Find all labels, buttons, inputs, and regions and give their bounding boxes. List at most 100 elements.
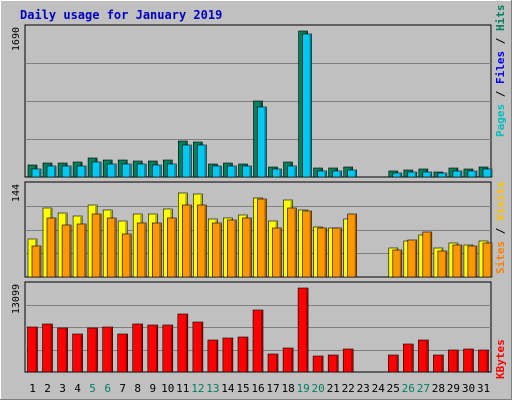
bar-shade-files-day-19: [309, 35, 312, 177]
legend-item-visits: Visits: [494, 181, 507, 221]
bar-shade-kbytes-day-27: [426, 341, 428, 372]
bar-shade-kbytes-day-20: [321, 357, 323, 372]
legend-item-kbytes: KBytes: [494, 339, 507, 379]
bar-shade-kbytes-day-11: [185, 315, 188, 372]
bar-files-day-11: [182, 144, 192, 178]
bar-kbytes-day-2: [42, 323, 53, 373]
bar-sites-day-14: [227, 219, 237, 278]
bar-sites-day-30: [467, 245, 478, 278]
bar-sites-day-13: [212, 222, 222, 278]
x-tick-label-21: 21: [327, 382, 340, 395]
bar-kbytes-day-12: [192, 321, 204, 373]
x-tick-label-6: 6: [104, 382, 111, 395]
bar-shade-files-day-13: [219, 167, 221, 177]
bar-shade-sites-day-12: [204, 206, 206, 277]
bar-shade-sites-day-11: [189, 206, 191, 277]
bar-sites-day-16: [257, 198, 267, 278]
bar-shade-sites-day-17: [279, 229, 281, 277]
x-tick-label-14: 14: [221, 382, 235, 395]
bar-sites-day-25: [392, 249, 403, 278]
panel-top: 1690: [11, 24, 493, 178]
bar-files-day-26: [407, 171, 418, 178]
x-tick-label-10: 10: [161, 382, 174, 395]
bar-files-day-27: [422, 171, 433, 178]
bar-kbytes-day-6: [102, 326, 113, 373]
bar-kbytes-day-31: [478, 349, 489, 373]
bar-shade-kbytes-day-5: [95, 329, 98, 372]
bar-shade-kbytes-day-2: [50, 325, 52, 372]
bar-shade-kbytes-day-15: [246, 338, 248, 372]
x-tick-label-16: 16: [251, 382, 264, 395]
x-tick-label-23: 23: [357, 382, 370, 395]
bar-shade-files-day-31: [490, 170, 492, 177]
bar-files-day-20: [317, 170, 327, 178]
x-tick-label-28: 28: [432, 382, 445, 395]
bar-shade-files-day-12: [204, 146, 206, 177]
bar-kbytes-day-15: [237, 336, 249, 373]
bar-shade-files-day-2: [54, 167, 56, 177]
x-tick-label-27: 27: [417, 382, 430, 395]
x-tick-label-20: 20: [311, 382, 324, 395]
bar-shade-kbytes-day-1: [35, 328, 37, 372]
bar-shade-files-day-3: [69, 167, 71, 177]
bar-shade-sites-day-28: [444, 252, 447, 277]
x-tick-label-8: 8: [134, 382, 141, 395]
bar-shade-sites-day-20: [324, 229, 327, 277]
bar-files-day-6: [106, 163, 117, 178]
x-tick-label-30: 30: [462, 382, 475, 395]
bar-kbytes-day-1: [27, 326, 38, 373]
legend-item-sites: Sites: [494, 241, 507, 274]
x-tick-label-12: 12: [191, 382, 204, 395]
bar-shade-kbytes-day-8: [140, 325, 143, 372]
bar-kbytes-day-28: [433, 354, 444, 373]
legend-separator: /: [494, 84, 507, 104]
bar-sites-day-27: [422, 231, 433, 278]
x-tick-label-18: 18: [281, 382, 294, 395]
legend-separator: /: [494, 31, 507, 51]
bar-shade-files-day-7: [129, 165, 131, 177]
bar-shade-kbytes-day-18: [291, 349, 293, 372]
bar-shade-sites-day-26: [414, 241, 417, 277]
legend-item-pages: Pages: [494, 104, 507, 137]
x-tick-label-15: 15: [236, 382, 249, 395]
bar-shade-sites-day-6: [114, 219, 116, 277]
x-tick-label-31: 31: [477, 382, 490, 395]
bar-kbytes-day-10: [162, 324, 174, 373]
bar-shade-files-day-9: [159, 166, 161, 177]
legend-separator: /: [494, 221, 507, 241]
bar-shade-sites-day-8: [144, 224, 146, 277]
bar-shade-files-day-16: [264, 108, 266, 177]
x-tick-label-25: 25: [387, 382, 400, 395]
x-tick-label-19: 19: [296, 382, 309, 395]
bar-shade-kbytes-day-14: [230, 339, 233, 372]
bar-files-day-5: [91, 161, 102, 178]
bar-shade-files-day-28: [444, 174, 447, 177]
bar-kbytes-day-14: [222, 337, 234, 373]
bar-sites-day-10: [167, 217, 177, 278]
bar-sites-day-28: [437, 250, 448, 278]
bar-shade-files-day-22: [354, 171, 357, 177]
chart-title: Daily usage for January 2019: [20, 8, 222, 22]
bar-shade-sites-day-15: [249, 219, 251, 277]
bar-shade-kbytes-day-7: [125, 335, 128, 372]
x-tick-label-17: 17: [266, 382, 279, 395]
bar-files-day-29: [452, 170, 463, 178]
bar-shade-files-day-8: [144, 165, 146, 177]
bar-shade-kbytes-day-9: [155, 326, 158, 372]
bar-shade-sites-day-7: [129, 235, 131, 277]
bar-shade-files-day-26: [414, 173, 417, 177]
bar-sites-day-8: [136, 222, 147, 278]
bar-files-day-25: [392, 172, 403, 178]
bar-shade-sites-day-27: [429, 233, 432, 277]
bar-kbytes-day-4: [72, 333, 83, 373]
x-tick-label-2: 2: [44, 382, 51, 395]
x-tick-label-22: 22: [342, 382, 355, 395]
bar-files-day-8: [136, 163, 147, 178]
bar-files-day-22: [347, 169, 358, 178]
bar-kbytes-day-21: [327, 354, 339, 373]
bar-shade-files-day-6: [114, 165, 116, 177]
bar-files-day-2: [46, 165, 57, 178]
x-tick-label-29: 29: [447, 382, 460, 395]
x-tick-label-13: 13: [206, 382, 219, 395]
bar-files-day-9: [152, 164, 162, 178]
